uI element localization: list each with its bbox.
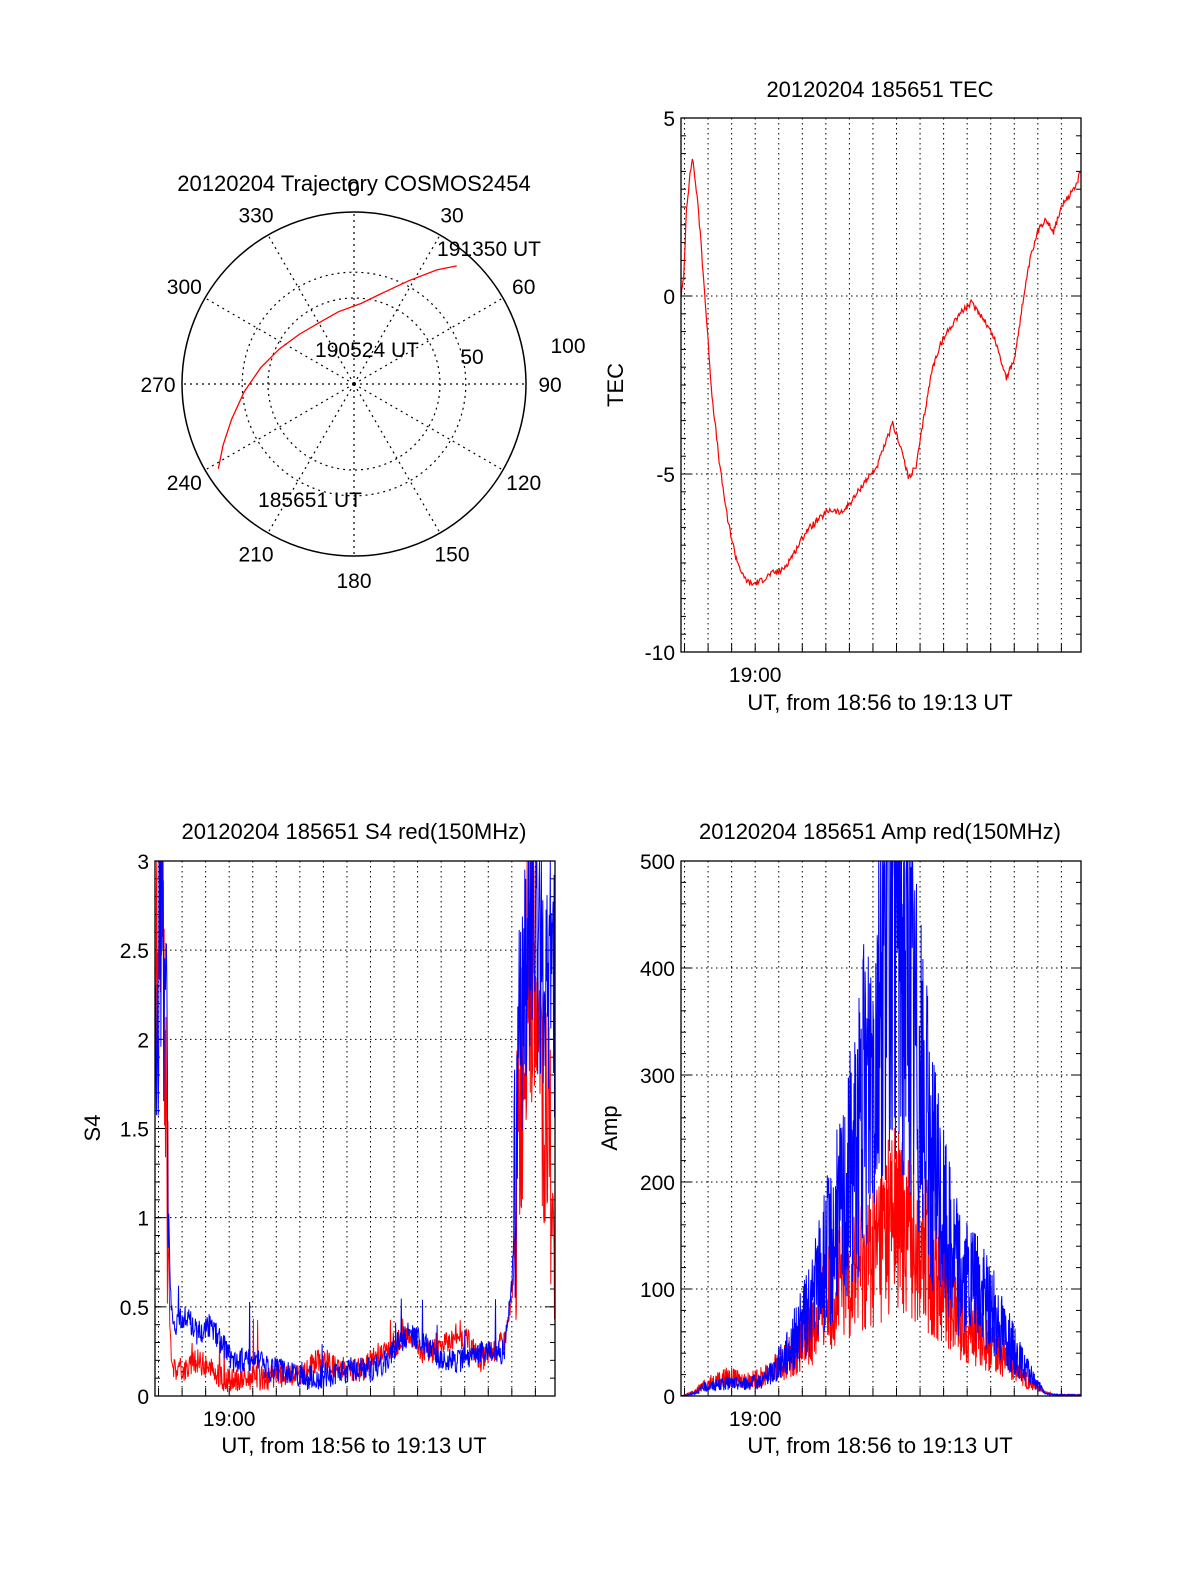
x-tick-label: 19:00 [203, 1408, 256, 1431]
tec-x-axis-label: UT, from 18:56 to 19:13 UT [747, 690, 1012, 715]
series-line-red [680, 158, 1082, 586]
tec-title: 20120204 185651 TEC [766, 77, 993, 102]
y-tick-label: -10 [645, 642, 675, 665]
y-tick-label: 200 [640, 1172, 675, 1195]
s4-y-axis-label: S4 [80, 1115, 105, 1142]
polar-outer-ring [181, 211, 527, 557]
series-line-blue [154, 860, 556, 1390]
polar-spoke-210 [267, 383, 355, 534]
polar-angle-label: 0 [348, 178, 360, 201]
trajectory-time-label: 191350 UT [437, 238, 541, 261]
polar-radius-label: 50 [460, 346, 483, 369]
amp-panel: 20120204 185651 Amp red(150MHz) UT, from… [597, 819, 1082, 1458]
amp-plot-area: 0 100 200 300 400 500 19:00 [640, 851, 1082, 1431]
polar-spoke-300 [204, 297, 355, 385]
s4-plot-area: 0 0.5 1 1.5 2 2.5 3 19:00 [120, 851, 556, 1431]
polar-angle-label: 90 [538, 374, 561, 397]
y-tick-label: 100 [640, 1279, 675, 1302]
tec-panel: 20120204 185651 TEC UT, from 18:56 to 19… [603, 77, 1082, 715]
plot-frame [680, 860, 1082, 1397]
y-tick-label: 2 [137, 1029, 149, 1052]
polar-angle-label: 30 [440, 204, 463, 227]
trajectory-time-label: 185651 UT [258, 489, 362, 512]
amp-x-axis-label: UT, from 18:56 to 19:13 UT [747, 1433, 1012, 1458]
plot-frame [154, 860, 556, 1397]
series-line-red [154, 860, 556, 1393]
polar-angle-label: 240 [167, 472, 202, 495]
y-tick-label: 0 [137, 1386, 149, 1409]
y-tick-label: 300 [640, 1065, 675, 1088]
trajectory-time-label: 190524 UT [315, 339, 419, 362]
series-line-blue [680, 860, 1082, 1397]
polar-radius-label: 100 [550, 335, 585, 358]
y-tick-label: 0 [663, 286, 675, 309]
polar-angle-label: 270 [140, 374, 175, 397]
polar-angle-label: 60 [512, 276, 535, 299]
polar-spoke-60 [353, 297, 504, 385]
polar-grid-circle-65 [241, 271, 467, 497]
y-tick-label: 2.5 [120, 940, 149, 963]
amp-y-axis-label: Amp [597, 1105, 622, 1150]
y-tick-label: -5 [656, 464, 675, 487]
polar-angle-label: 210 [238, 544, 273, 567]
x-tick-label: 19:00 [729, 664, 782, 687]
y-tick-label: 5 [663, 108, 675, 131]
polar-spoke-240 [204, 383, 355, 471]
s4-title: 20120204 185651 S4 red(150MHz) [182, 819, 527, 844]
polar-angle-label: 330 [238, 204, 273, 227]
trajectory-polar-panel: 20120204 Trajectory COSMOS2454 0 30 60 90 12… [140, 171, 585, 593]
amp-title: 20120204 185651 Amp red(150MHz) [699, 819, 1061, 844]
tec-plot-area: -10 -5 0 5 19:00 [645, 108, 1082, 687]
plot-frame [680, 117, 1082, 653]
tec-y-axis-label: TEC [603, 363, 628, 407]
s4-panel: 20120204 185651 S4 red(150MHz) UT, from … [80, 819, 556, 1458]
y-tick-label: 1.5 [120, 1119, 149, 1142]
y-tick-label: 0 [663, 1386, 675, 1409]
y-tick-label: 500 [640, 851, 675, 874]
polar-spoke-330 [267, 234, 355, 385]
trajectory-line [217, 265, 457, 469]
polar-spoke-30 [353, 234, 441, 385]
polar-angle-label: 150 [434, 544, 469, 567]
polar-angle-label: 180 [336, 570, 371, 593]
polar-plot-area: 0 30 60 90 120 150 180 210 240 270 300 330 50 100 1913… [140, 178, 585, 593]
y-tick-label: 0.5 [120, 1297, 149, 1320]
s4-x-axis-label: UT, from 18:56 to 19:13 UT [221, 1433, 486, 1458]
polar-angle-label: 300 [167, 276, 202, 299]
polar-spoke-120 [353, 383, 504, 471]
polar-angle-label: 120 [506, 472, 541, 495]
y-tick-label: 400 [640, 958, 675, 981]
polar-spoke-150 [353, 383, 441, 534]
y-tick-label: 1 [137, 1208, 149, 1231]
x-tick-label: 19:00 [729, 1408, 782, 1431]
y-tick-label: 3 [137, 851, 149, 874]
polar-title: 20120204 Trajectory COSMOS2454 [177, 171, 530, 196]
